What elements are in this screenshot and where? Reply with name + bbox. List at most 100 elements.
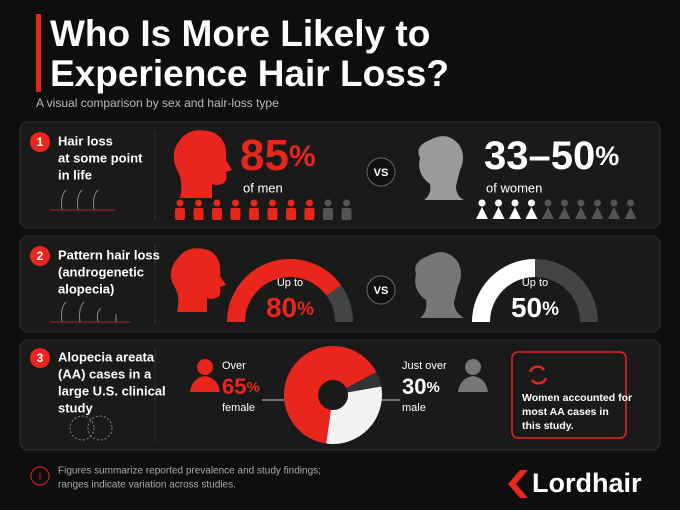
woman-icon xyxy=(492,199,505,219)
icon-body xyxy=(575,207,587,219)
icon-body xyxy=(624,207,637,219)
male-percent: 30% xyxy=(402,374,440,399)
section-label: (androgenetic xyxy=(58,264,144,279)
section-label: Hair loss xyxy=(58,133,113,148)
value: 85 xyxy=(240,131,289,180)
icon-head xyxy=(195,199,202,207)
icon-body xyxy=(304,208,315,220)
female-icon xyxy=(190,359,220,392)
section-number: 2 xyxy=(37,249,44,263)
unit: % xyxy=(289,140,316,173)
icon-head xyxy=(561,199,568,207)
woman-silhouette xyxy=(415,252,464,318)
man-icon xyxy=(304,199,315,220)
icon-head xyxy=(213,199,221,207)
icon-head xyxy=(287,199,295,207)
title: Experience Hair Loss? xyxy=(50,53,449,94)
info-glyph: i xyxy=(39,471,41,483)
man-icon xyxy=(323,199,333,220)
icon-head xyxy=(528,199,535,207)
icon-head xyxy=(269,199,276,207)
icon-body xyxy=(509,207,521,219)
brand: Lordhair xyxy=(532,468,642,498)
title-accent xyxy=(36,14,41,92)
brand-mark xyxy=(508,470,528,498)
woman-icon xyxy=(558,199,571,219)
icon-body xyxy=(525,207,538,219)
icon-head xyxy=(610,199,618,207)
value: 50 xyxy=(511,292,542,323)
panel xyxy=(19,339,661,451)
value: 65 xyxy=(222,374,246,399)
icon-body xyxy=(323,208,333,220)
woman-silhouette xyxy=(418,136,464,200)
woman-icon xyxy=(624,199,637,219)
icon-body xyxy=(286,208,296,220)
man-icon xyxy=(341,199,352,220)
female-prefix: Over xyxy=(222,360,246,372)
gauge-prefix: Up to xyxy=(277,277,303,289)
section-label: in life xyxy=(58,167,92,182)
icon-body xyxy=(591,207,604,219)
woman-icon xyxy=(525,199,538,219)
male-prefix: Just over xyxy=(402,360,447,372)
icon-body xyxy=(230,208,241,220)
women-caption: of women xyxy=(486,180,542,195)
icon-body xyxy=(476,207,488,219)
icon-body xyxy=(212,208,222,220)
icon-body xyxy=(249,208,259,220)
woman-icon xyxy=(591,199,604,219)
man-silhouette xyxy=(170,248,226,312)
icon-body xyxy=(558,207,571,219)
icon-body xyxy=(608,207,620,219)
gauge-value: 50% xyxy=(511,292,559,323)
title: Who Is More Likely to xyxy=(50,13,430,54)
section-label: at some point xyxy=(58,150,143,165)
unit: % xyxy=(246,379,259,396)
unit: % xyxy=(542,299,559,320)
woman-icon xyxy=(575,199,587,219)
icon-body xyxy=(267,208,278,220)
icon-head xyxy=(232,199,239,207)
icon-head xyxy=(250,199,258,207)
man-icon xyxy=(230,199,241,220)
icon-head xyxy=(478,199,486,207)
men-percent: 85% xyxy=(240,131,316,180)
woman-icon xyxy=(476,199,488,219)
men-caption: of men xyxy=(243,180,283,195)
icon-head xyxy=(306,199,313,207)
male-caption: male xyxy=(402,402,426,414)
unit: % xyxy=(595,141,619,171)
icon-head xyxy=(577,199,585,207)
man-icon xyxy=(267,199,278,220)
unit: % xyxy=(426,379,439,396)
section-label: Alopecia areata xyxy=(58,349,155,364)
male-icon xyxy=(458,359,488,392)
number-badge xyxy=(30,348,50,368)
number-badge xyxy=(30,246,50,266)
man-icon xyxy=(286,199,296,220)
icon-body xyxy=(341,208,352,220)
vs-label: VS xyxy=(374,285,389,297)
section-number: 3 xyxy=(37,351,44,365)
value: 33–50 xyxy=(484,134,595,178)
vs-badge xyxy=(366,157,396,187)
icon-head xyxy=(176,199,184,207)
info-icon xyxy=(30,466,50,486)
icon-body xyxy=(542,207,554,219)
icon-head xyxy=(343,199,350,207)
women-percent: 33–50% xyxy=(484,134,619,178)
man-icon xyxy=(175,199,185,220)
icon-body xyxy=(175,208,185,220)
gauge-prefix: Up to xyxy=(522,277,548,289)
icon-head xyxy=(594,199,601,207)
callout-box xyxy=(511,351,627,439)
subtitle: A visual comparison by sex and hair-loss… xyxy=(36,96,279,110)
refresh-icon xyxy=(528,365,548,385)
man-silhouette xyxy=(173,130,232,198)
gauge-fill xyxy=(227,259,341,323)
section-label: (AA) cases in a xyxy=(58,366,152,381)
section-label: large U.S. clinical xyxy=(58,383,166,398)
donut-male xyxy=(326,386,382,444)
